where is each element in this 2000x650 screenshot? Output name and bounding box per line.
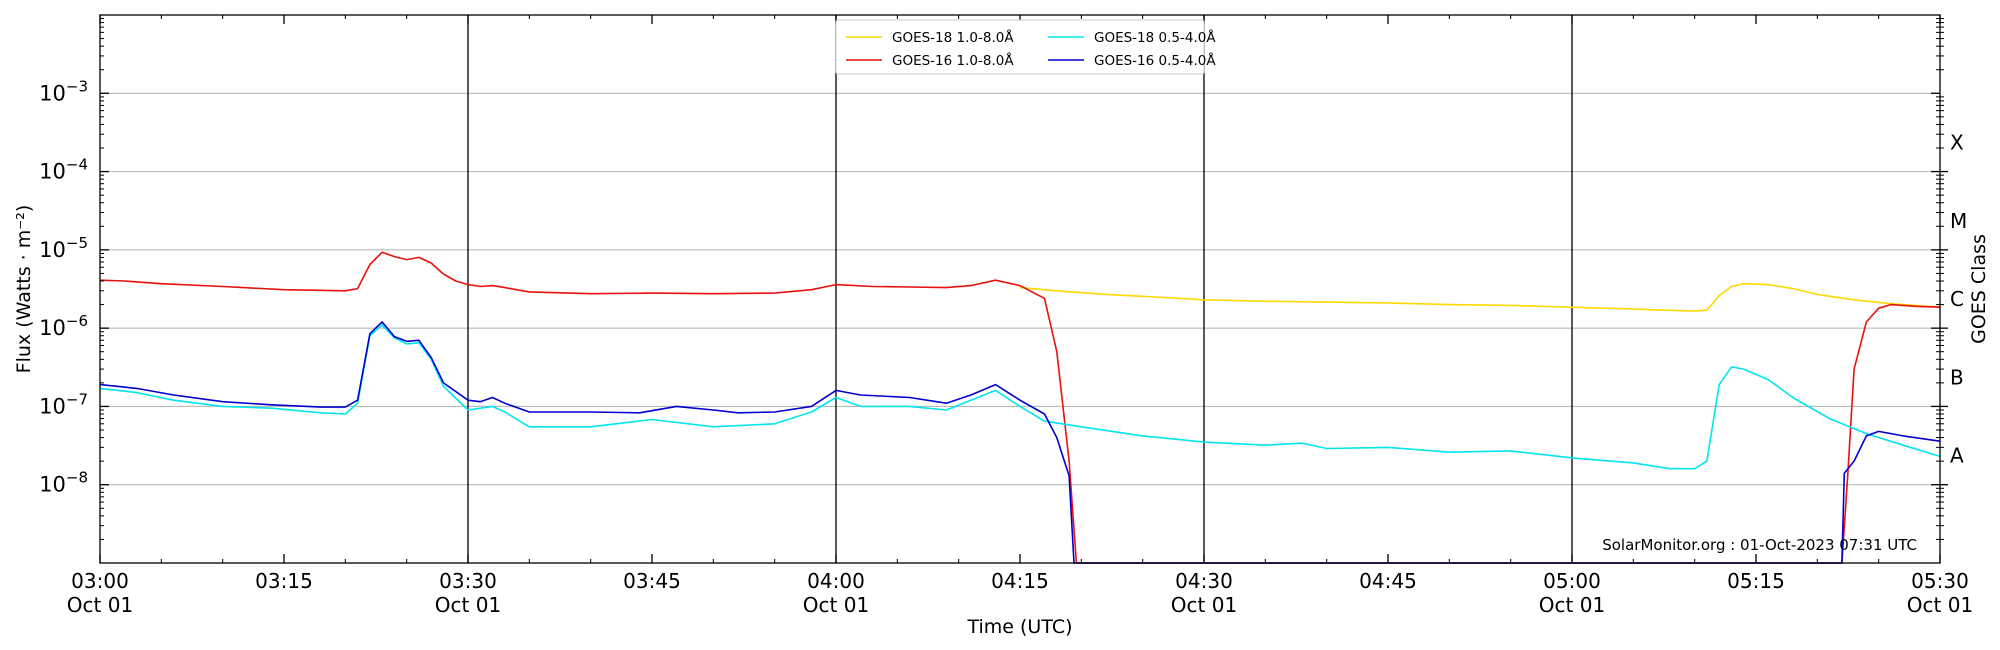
legend-label-3: GOES-16 0.5-4.0Å <box>1094 52 1216 69</box>
series-line-3 <box>99 321 1941 564</box>
goes-class-label: C <box>1950 287 1964 311</box>
x-tick-label: 04:30 <box>1175 569 1233 593</box>
goes-class-label: M <box>1950 209 1967 233</box>
tick-layer <box>99 15 1948 563</box>
grid-layer <box>100 92 1940 486</box>
x-tick-label: 03:00 <box>71 569 129 593</box>
x-axis-label: Time (UTC) <box>966 616 1072 638</box>
y-axis-label: Flux (Watts · m⁻²) <box>13 205 35 374</box>
legend-label-2: GOES-18 0.5-4.0Å <box>1094 29 1216 46</box>
x-tick-label: 05:15 <box>1727 569 1785 593</box>
x-tick-label: 03:30 <box>439 569 497 593</box>
legend-label-1: GOES-16 1.0-8.0Å <box>892 52 1014 69</box>
y-tick-label: 10−3 <box>39 77 88 105</box>
series-line-2 <box>99 324 1941 470</box>
y-tick-label: 10−8 <box>39 469 88 497</box>
legend: GOES-18 1.0-8.0Å GOES-16 1.0-8.0Å GOES-18 … <box>835 19 1216 75</box>
y-tick-label: 10−5 <box>39 234 88 262</box>
y-tick-label: 10−7 <box>39 390 88 418</box>
plot-frame <box>99 14 1941 564</box>
x-tick-label: 04:45 <box>1359 569 1417 593</box>
x-tick-date-label: Oct 01 <box>435 593 501 617</box>
legend-box <box>835 19 1205 75</box>
goes-class-label: A <box>1950 444 1964 468</box>
x-tick-date-label: Oct 01 <box>67 593 133 617</box>
series-line-1 <box>99 251 1941 564</box>
goes-class-label: X <box>1950 131 1964 155</box>
x-tick-date-label: Oct 01 <box>1539 593 1605 617</box>
x-tick-date-label: Oct 01 <box>1171 593 1237 617</box>
x-tick-label: 05:30 <box>1911 569 1969 593</box>
y-tick-label: 10−6 <box>39 312 88 340</box>
series-layer <box>99 251 1941 564</box>
vertical-lines-layer <box>467 15 1573 563</box>
x-tick-label: 03:45 <box>623 569 681 593</box>
goes-class-label: B <box>1950 365 1964 389</box>
x-tick-date-label: Oct 01 <box>1907 593 1973 617</box>
y-tick-label: 10−4 <box>39 156 88 184</box>
source-annotation: SolarMonitor.org : 01-Oct-2023 07:31 UTC <box>1602 536 1917 554</box>
x-tick-label: 04:15 <box>991 569 1049 593</box>
x-tick-date-label: Oct 01 <box>803 593 869 617</box>
x-tick-label: 05:00 <box>1543 569 1601 593</box>
x-tick-label: 04:00 <box>807 569 865 593</box>
x-tick-label: 03:15 <box>255 569 313 593</box>
right-axis-label: GOES Class <box>1968 234 1990 344</box>
series-line-0 <box>1019 282 1941 312</box>
legend-label-0: GOES-18 1.0-8.0Å <box>892 29 1014 46</box>
